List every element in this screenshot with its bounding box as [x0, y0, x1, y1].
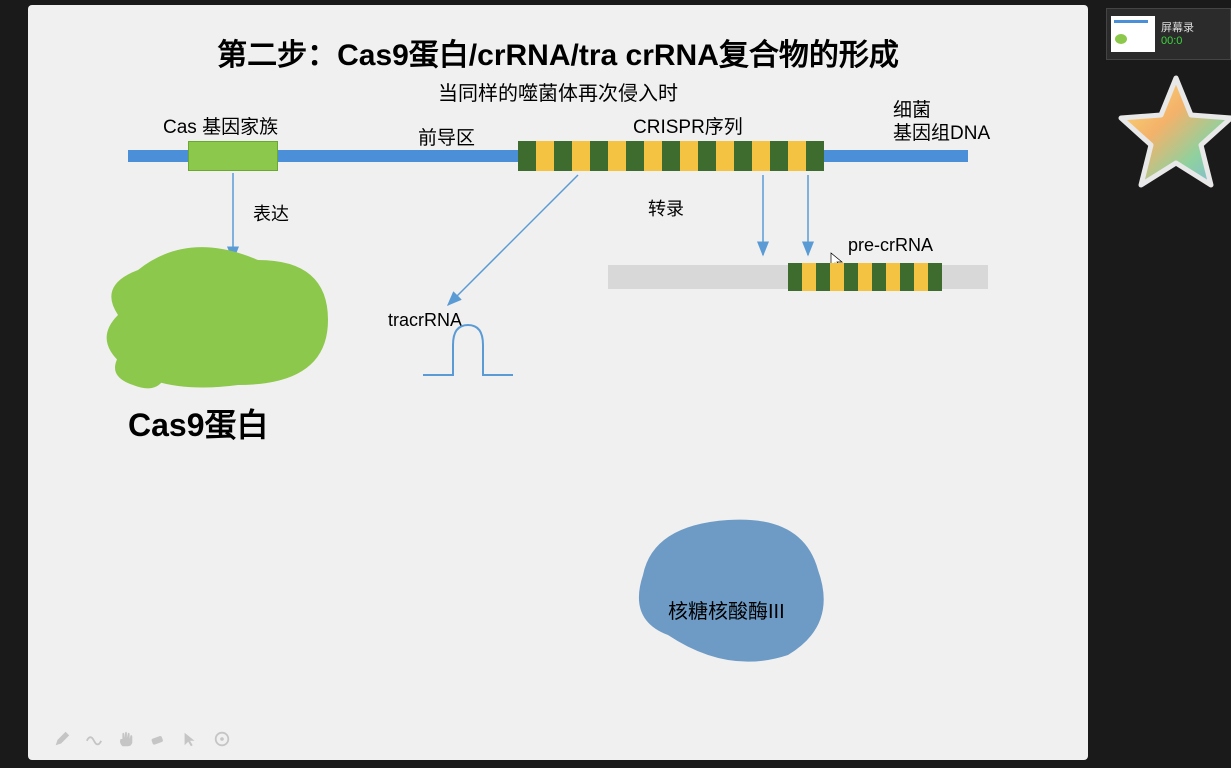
precrrna-spacer-seg	[858, 263, 872, 291]
cas-gene-box	[188, 141, 278, 171]
crispr-region	[518, 141, 824, 171]
crispr-spacer-seg	[608, 141, 626, 171]
crispr-repeat-seg	[770, 141, 788, 171]
crispr-repeat-seg	[806, 141, 824, 171]
label-leader: 前导区	[418, 123, 475, 150]
label-bacterial-dna: 细菌 基因组DNA	[893, 100, 990, 146]
crispr-repeat-seg	[662, 141, 680, 171]
transcribe-arrow-1	[448, 175, 578, 305]
arrow-cursor-icon[interactable]	[181, 730, 199, 748]
label-bacterial-dna-1: 细菌	[893, 100, 931, 121]
crispr-repeat-seg	[590, 141, 608, 171]
crispr-spacer-seg	[536, 141, 554, 171]
recording-time: 00:0	[1161, 35, 1194, 47]
crispr-repeat-seg	[734, 141, 752, 171]
tracr-hairpin	[423, 325, 513, 375]
label-cas9-protein: Cas9蛋白	[128, 400, 269, 446]
recording-thumbnail	[1111, 16, 1155, 52]
crispr-spacer-seg	[716, 141, 734, 171]
label-rnase: 核糖核酸酶III	[668, 595, 785, 624]
crispr-repeat-seg	[554, 141, 572, 171]
crispr-repeat-seg	[626, 141, 644, 171]
crispr-spacer-seg	[788, 141, 806, 171]
hand-icon[interactable]	[117, 730, 135, 748]
precrrna-repeat-seg	[788, 263, 802, 291]
star-sticker	[1111, 70, 1231, 200]
crispr-spacer-seg	[572, 141, 590, 171]
crispr-spacer-seg	[644, 141, 662, 171]
rnase-blob-shape	[639, 520, 824, 662]
label-tracrrna: tracrRNA	[388, 310, 462, 331]
precrrna-spacer-seg	[830, 263, 844, 291]
recording-indicator[interactable]: 屏幕录 00:0	[1106, 8, 1231, 60]
precrrna-spacer-seg	[886, 263, 900, 291]
crispr-repeat-seg	[698, 141, 716, 171]
pen-icon[interactable]	[53, 730, 71, 748]
precrrna-repeat-seg	[816, 263, 830, 291]
crispr-spacer-seg	[680, 141, 698, 171]
target-icon[interactable]	[213, 730, 231, 748]
slide: 第二步：Cas9蛋白/crRNA/tra crRNA复合物的形成 当同样的噬菌体…	[28, 5, 1088, 760]
crispr-spacer-seg	[752, 141, 770, 171]
eraser-icon[interactable]	[149, 730, 167, 748]
precrrna-spacer-seg	[802, 263, 816, 291]
label-cas-family: Cas 基因家族	[163, 112, 278, 139]
precrrna-repeat-seg	[928, 263, 942, 291]
label-crispr: CRISPR序列	[633, 112, 743, 139]
precrrna-repeat-seg	[844, 263, 858, 291]
wave-icon[interactable]	[85, 730, 103, 748]
cas9-blob-shape	[107, 247, 328, 387]
crispr-repeat-seg	[518, 141, 536, 171]
label-express: 表达	[253, 200, 289, 226]
recording-label: 屏幕录	[1161, 21, 1194, 35]
slide-title: 第二步：Cas9蛋白/crRNA/tra crRNA复合物的形成	[28, 30, 1088, 74]
label-precrrna: pre-crRNA	[848, 235, 933, 256]
precrrna-repeat-seg	[872, 263, 886, 291]
label-transcribe: 转录	[648, 195, 684, 221]
annotation-toolbar	[53, 730, 231, 748]
label-bacterial-dna-2: 基因组DNA	[893, 123, 990, 144]
precrrna-repeat	[788, 263, 942, 291]
recording-info: 屏幕录 00:0	[1161, 21, 1194, 47]
precrrna-repeat-seg	[900, 263, 914, 291]
precrrna-spacer-seg	[914, 263, 928, 291]
